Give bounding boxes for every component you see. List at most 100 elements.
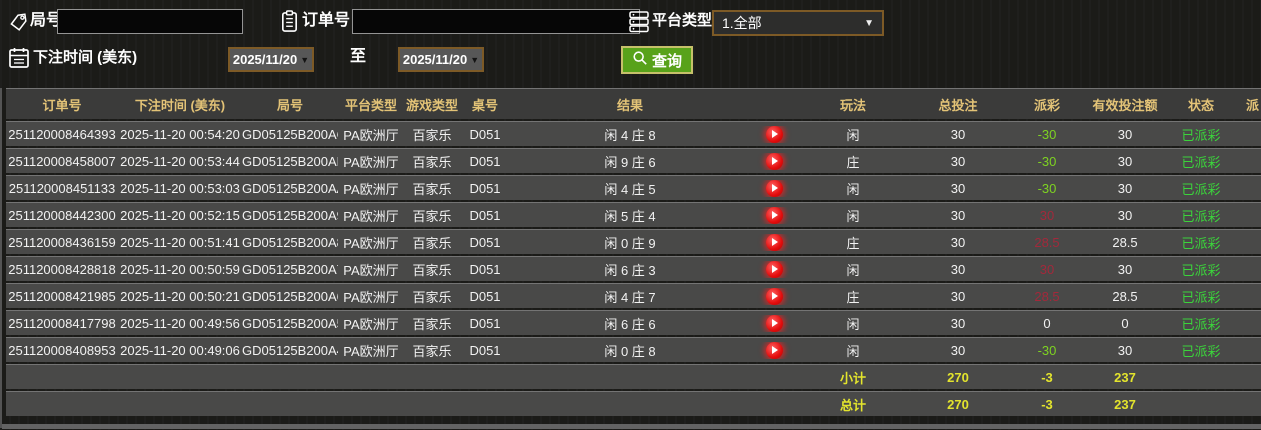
bet-time-label: 下注时间 (美东) [33, 49, 138, 66]
round-number-label: 局号 [30, 12, 63, 29]
query-button[interactable]: 查询 [621, 46, 694, 74]
cell-order: 251120008436159 [8, 234, 116, 250]
cell-total: 30 [950, 153, 966, 169]
cell-game: 百家乐 [412, 154, 452, 170]
column-header-status: 状态 [1187, 97, 1214, 113]
column-header-table: 桌号 [471, 97, 498, 113]
cell-play: 闲 [846, 316, 860, 332]
cell-result: 闲 4 庄 7 [604, 289, 656, 305]
cell-result: 闲 0 庄 9 [604, 235, 656, 251]
table-row: 251120008458007 2025-11-20 00:53:44 GD0512… [6, 148, 1261, 173]
chevron-down-icon: ▼ [864, 17, 874, 29]
cell-status: 已派彩 [1181, 154, 1221, 170]
round-number-input[interactable] [57, 9, 243, 34]
table-row: 251120008442300 2025-11-20 00:52:15 GD0512… [6, 202, 1261, 227]
video-play-button[interactable] [765, 341, 783, 359]
cell-round: GD05125B200AA [242, 180, 338, 196]
table-row: 251120008428818 2025-11-20 00:50:59 GD0512… [6, 256, 1261, 281]
cell-time: 2025-11-20 00:50:59 [120, 261, 240, 277]
cell-platform: PA欧洲厅 [343, 154, 399, 170]
table-row: 251120008417798 2025-11-20 00:49:56 GD0512… [6, 310, 1261, 335]
footer-total: 270 [947, 396, 969, 412]
column-header-game: 游戏类型 [405, 97, 458, 113]
video-play-button[interactable] [765, 206, 783, 224]
cell-game: 百家乐 [412, 343, 452, 359]
cell-game: 百家乐 [412, 289, 452, 305]
cell-status: 已派彩 [1181, 181, 1221, 197]
query-button-label: 查询 [652, 52, 683, 70]
video-play-button[interactable] [765, 287, 783, 305]
cell-video [750, 152, 798, 170]
cell-video [750, 314, 798, 332]
footer-label: 小计 [839, 370, 866, 386]
cell-status: 已派彩 [1181, 289, 1221, 305]
cell-valid: 30 [1117, 342, 1133, 358]
cell-payout: 30 [1039, 261, 1055, 277]
table-row: 251120008436159 2025-11-20 00:51:41 GD0512… [6, 229, 1261, 254]
cell-order: 251120008408953 [8, 342, 116, 358]
order-number-input[interactable] [352, 9, 640, 34]
date-from-value: 2025/11/20 [232, 52, 298, 67]
video-play-button[interactable] [765, 314, 783, 332]
filter-bar: 局号 订单号 平台类型 1.全部 ▼ [0, 0, 1261, 88]
cell-total: 30 [950, 261, 966, 277]
horizontal-scrollbar[interactable] [2, 424, 1261, 429]
cell-game: 百家乐 [412, 181, 452, 197]
cell-video [750, 206, 798, 224]
cell-total: 30 [950, 315, 966, 331]
video-play-button[interactable] [765, 125, 783, 143]
cell-video [750, 341, 798, 359]
cell-table: D051 [469, 261, 501, 277]
cell-time: 2025-11-20 00:53:44 [120, 153, 240, 169]
cell-payout: -30 [1037, 342, 1057, 358]
cell-table: D051 [469, 153, 501, 169]
cell-result: 闲 6 庄 3 [604, 262, 656, 278]
column-header-valid: 有效投注额 [1092, 97, 1158, 113]
cell-result: 闲 5 庄 4 [604, 208, 656, 224]
grand-total-row: 总计 270 -3 237 [6, 391, 1261, 416]
cell-result: 闲 9 庄 6 [604, 154, 656, 170]
cell-play: 闲 [846, 208, 860, 224]
table-row: 251120008464393 2025-11-20 00:54:20 GD0512… [6, 121, 1261, 146]
column-header-round: 局号 [276, 97, 303, 113]
cell-status: 已派彩 [1181, 316, 1221, 332]
cell-time: 2025-11-20 00:53:03 [120, 180, 240, 196]
chevron-down-icon: ▼ [470, 54, 480, 65]
column-header-time: 下注时间 (美东) [134, 97, 226, 113]
date-to-picker[interactable]: 2025/11/20 ▼ [398, 47, 484, 72]
cell-time: 2025-11-20 00:49:56 [120, 315, 240, 331]
footer-valid: 237 [1114, 369, 1136, 385]
cell-round: GD05125B200A7 [242, 261, 338, 277]
cell-platform: PA欧洲厅 [343, 127, 399, 143]
cell-play: 闲 [846, 262, 860, 278]
cell-table: D051 [469, 180, 501, 196]
cell-play: 闲 [846, 343, 860, 359]
video-play-button[interactable] [765, 233, 783, 251]
cell-payout: 0 [1043, 315, 1051, 331]
cell-game: 百家乐 [412, 262, 452, 278]
platform-type-label: 平台类型 [652, 12, 713, 29]
footer-valid: 237 [1114, 396, 1136, 412]
cell-status: 已派彩 [1181, 262, 1221, 278]
video-play-button[interactable] [765, 179, 783, 197]
cell-order: 251120008442300 [8, 207, 116, 223]
column-header-result: 结果 [616, 97, 643, 113]
search-icon [632, 50, 648, 70]
cell-round: GD05125B200A9 [242, 207, 338, 223]
platform-type-select[interactable]: 1.全部 ▼ [712, 10, 884, 36]
bet-records-table: 订单号 下注时间 (美东) 局号 平台类型 游戏类型 桌号 结果 玩法 总投注 派彩 有效投注额 状态… [6, 88, 1261, 418]
video-play-button[interactable] [765, 260, 783, 278]
platform-type-selected-value: 1.全部 [722, 15, 762, 31]
cell-time: 2025-11-20 00:51:41 [120, 234, 240, 250]
cell-table: D051 [469, 234, 501, 250]
cell-table: D051 [469, 288, 501, 304]
cell-game: 百家乐 [412, 235, 452, 251]
column-header-order: 订单号 [42, 97, 82, 113]
cell-order: 251120008428818 [8, 261, 116, 277]
table-row: 251120008451133 2025-11-20 00:53:03 GD0512… [6, 175, 1261, 200]
video-play-button[interactable] [765, 152, 783, 170]
date-from-picker[interactable]: 2025/11/20 ▼ [228, 47, 314, 72]
cell-order: 251120008458007 [8, 153, 116, 169]
subtotal-row: 小计 270 -3 237 [6, 364, 1261, 389]
table-row: 251120008421985 2025-11-20 00:50:21 GD0512… [6, 283, 1261, 308]
